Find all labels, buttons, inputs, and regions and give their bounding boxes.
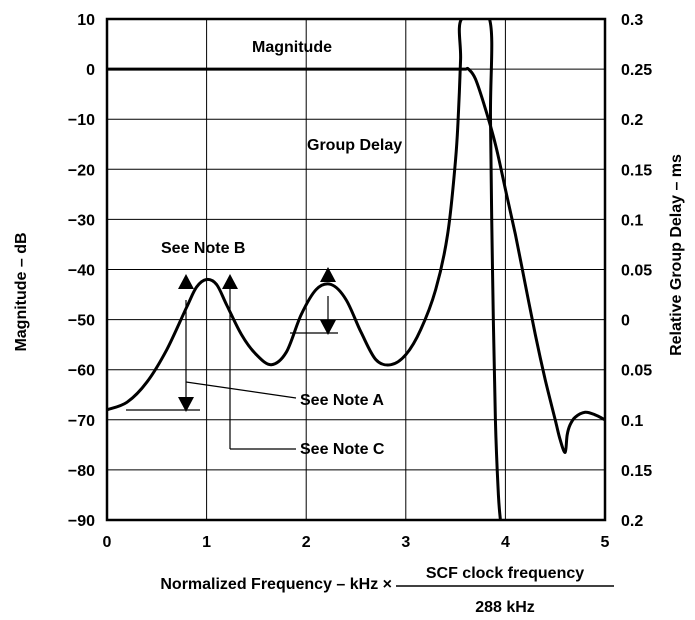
ripple-arrow-2-down-head [320, 320, 336, 335]
y-right-tick-label: 0.05 [621, 363, 652, 380]
y-left-tick-label: −70 [68, 413, 95, 430]
y-right-tick-label: 0.15 [621, 463, 652, 480]
y-right-tick-label: 0.25 [621, 62, 652, 79]
x-tick-label: 3 [401, 534, 410, 551]
y-left-tick-label: −10 [68, 112, 95, 129]
y-left-tick-label: −60 [68, 363, 95, 380]
y-left-tick-label: −20 [68, 162, 95, 179]
series-line-magnitude [107, 66, 605, 454]
x-tick-label: 4 [501, 534, 510, 551]
y-left-tick-label: 0 [86, 62, 95, 79]
ripple-arrow-1-up-head [178, 274, 194, 289]
y-right-tick-label: 0.05 [621, 263, 652, 280]
x-tick-label: 1 [202, 534, 211, 551]
y-right-tick-label: 0.3 [621, 12, 643, 29]
annotation-group-delay: Group Delay [307, 137, 402, 154]
note-c-arrow-head [222, 274, 238, 289]
series-line-group-delay [107, 19, 502, 520]
tick-labels: 0 1 2 3 4 5 10 0 −10 −20 −30 −40 −50 −60 −70 −80 −90 0.3 0… [68, 12, 652, 551]
x-axis-label-numerator: SCF clock frequency [426, 565, 584, 582]
y-left-tick-label: 10 [77, 12, 95, 29]
y-right-tick-label: 0.1 [621, 413, 643, 430]
y-left-tick-label: −90 [68, 513, 95, 530]
note-a-leader [185, 381, 297, 399]
ripple-arrow-2-up-head [320, 267, 336, 282]
y-right-tick-label: 0.2 [621, 513, 643, 530]
ripple-arrow-1-down-head [178, 397, 194, 412]
y-right-tick-label: 0 [621, 313, 630, 330]
y-left-tick-label: −80 [68, 463, 95, 480]
y-right-tick-label: 0.2 [621, 112, 643, 129]
x-tick-label: 5 [601, 534, 610, 551]
annotation-lines [126, 267, 338, 450]
y-right-axis-label: Relative Group Delay – ms [668, 154, 685, 356]
y-left-tick-label: −40 [68, 263, 95, 280]
y-right-tick-label: 0.1 [621, 212, 643, 229]
x-axis-label-prefix: Normalized Frequency – kHz × [160, 576, 392, 593]
y-right-tick-label: 0.15 [621, 162, 652, 179]
annotation-magnitude: Magnitude [252, 39, 332, 56]
annotation-note-c: See Note C [300, 441, 385, 458]
x-tick-label: 0 [103, 534, 112, 551]
curves [107, 19, 605, 520]
x-tick-label: 2 [302, 534, 311, 551]
y-left-axis-label: Magnitude – dB [13, 232, 30, 351]
annotation-note-b: See Note B [161, 240, 245, 257]
curve-layer [107, 19, 605, 520]
y-left-tick-label: −50 [68, 313, 95, 330]
y-left-tick-label: −30 [68, 212, 95, 229]
annotation-note-a: See Note A [300, 392, 384, 409]
x-axis-label-denominator: 288 kHz [475, 599, 535, 616]
